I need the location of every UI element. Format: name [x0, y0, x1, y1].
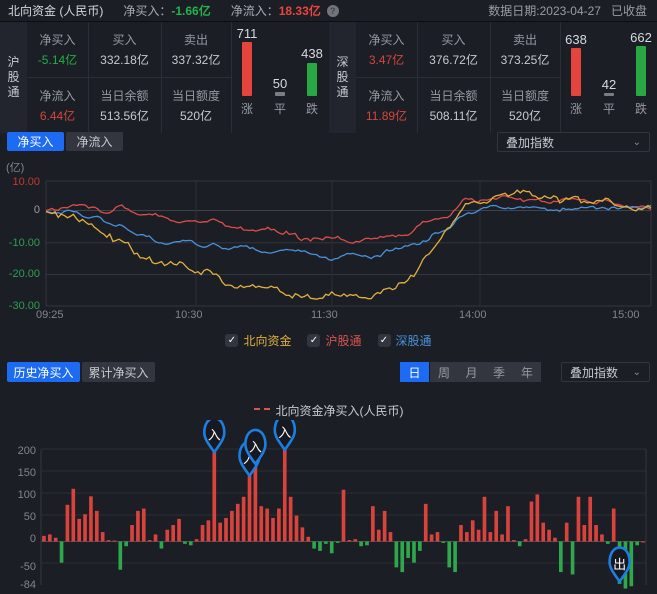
svg-text:出: 出: [613, 557, 626, 572]
svg-text:入: 入: [278, 425, 291, 440]
svg-text:入: 入: [249, 439, 262, 454]
svg-text:入: 入: [208, 428, 221, 443]
